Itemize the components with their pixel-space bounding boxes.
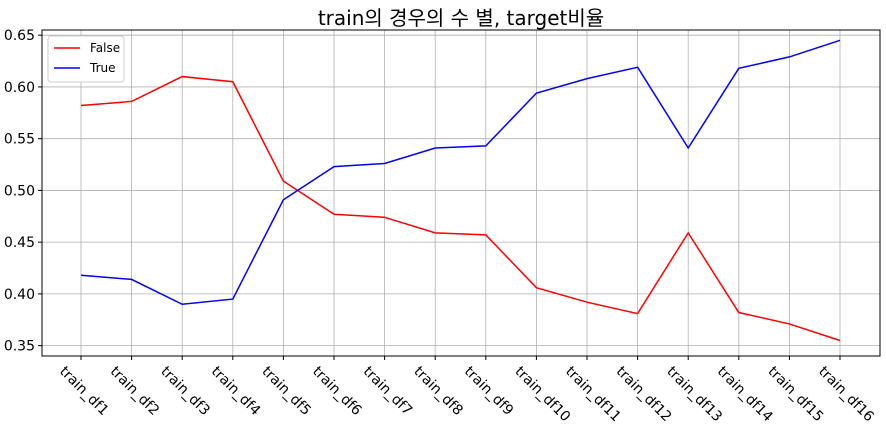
legend-label-false: False	[90, 41, 120, 55]
x-axis: train_df1train_df2train_df3train_df4trai…	[56, 356, 877, 425]
x-tick-label: train_df1	[56, 364, 111, 419]
chart-title: train의 경우의 수 별, target비율	[318, 6, 604, 30]
legend: False True	[47, 35, 125, 83]
plot-frame	[41, 29, 881, 357]
grid-lines	[42, 30, 880, 356]
y-tick-label: 0.45	[4, 235, 35, 251]
x-tick-label: train_df9	[461, 364, 516, 419]
x-tick-label: train_df16	[815, 364, 877, 426]
x-tick-label: train_df8	[410, 364, 465, 419]
y-tick-label: 0.35	[4, 339, 35, 355]
x-tick-label: train_df7	[360, 364, 415, 419]
legend-label-true: True	[89, 61, 116, 75]
x-tick-label: train_df3	[157, 364, 212, 419]
series-line-false	[80, 75, 841, 342]
x-tick-label: train_df6	[309, 364, 364, 419]
y-tick-label: 0.50	[4, 183, 35, 199]
y-tick-label: 0.40	[4, 287, 35, 303]
x-tick-label: train_df4	[208, 364, 263, 419]
y-axis: 0.35 0.40 0.45 0.50 0.55 0.60 0.65	[4, 28, 42, 355]
y-tick-label: 0.55	[4, 132, 35, 148]
y-tick-label: 0.60	[4, 80, 35, 96]
series-line-true	[80, 39, 841, 306]
series-lines	[80, 39, 841, 342]
x-tick-label: train_df2	[107, 364, 162, 419]
y-tick-label: 0.65	[4, 28, 35, 44]
x-tick-label: train_df5	[259, 364, 314, 419]
